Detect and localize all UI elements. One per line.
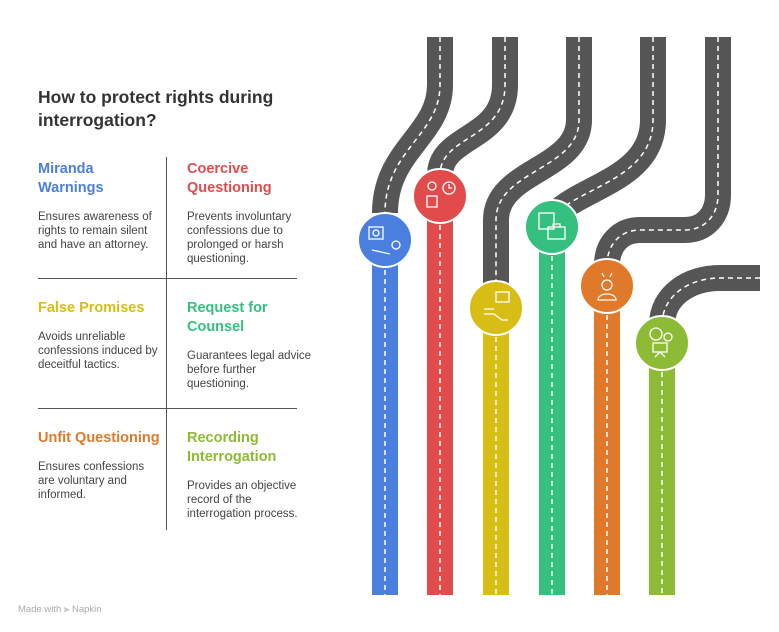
page-title: How to protect rights during interrogati…: [38, 87, 274, 130]
stressed-person-icon: [579, 258, 635, 314]
grid-divider: [38, 278, 297, 279]
item-title: False Promises: [38, 300, 145, 316]
item-false-promises: False Promises Avoids unreliable confessi…: [38, 299, 163, 372]
item-title: Miranda Warnings: [38, 161, 104, 196]
brand-label: Napkin: [71, 604, 102, 615]
made-with-label: Made with: [18, 604, 62, 615]
footer-credit: Made with ⪢ Napkin: [18, 604, 102, 615]
item-coercive-questioning: Coercive Questioning Prevents involuntary…: [187, 160, 312, 266]
item-desc: Ensures awareness of rights to remain si…: [38, 211, 152, 251]
item-desc: Guarantees legal advice before further q…: [187, 350, 312, 390]
person-clock-icon: [412, 168, 468, 224]
item-desc: Avoids unreliable confessions induced by…: [38, 331, 158, 371]
item-miranda-warnings: Miranda Warnings Ensures awareness of rig…: [38, 160, 163, 252]
item-desc: Prevents involuntary confessions due to …: [187, 211, 292, 265]
item-title: Recording Interrogation: [187, 430, 277, 465]
item-desc: Ensures confessions are voluntary and in…: [38, 461, 145, 501]
sign-person-icon: [357, 212, 413, 268]
item-request-for-counsel: Request for Counsel Guarantees legal advi…: [187, 299, 312, 391]
item-unfit-questioning: Unfit Questioning Ensures confessions are…: [38, 429, 163, 502]
napkin-logo-icon: ⪢: [63, 604, 70, 615]
road-unfit: [594, 37, 731, 595]
item-title: Request for Counsel: [187, 300, 268, 335]
road-miranda: [372, 37, 453, 595]
road-false-promises: [483, 37, 592, 595]
item-desc: Provides an objective record of the inte…: [187, 480, 298, 520]
item-title: Unfit Questioning: [38, 430, 160, 446]
road-coercive: [427, 37, 518, 595]
item-recording-interrogation: Recording Interrogation Provides an objec…: [187, 429, 312, 521]
handshake-speech-icon: [468, 280, 524, 336]
road-counsel: [539, 37, 666, 595]
grid-divider: [38, 408, 297, 409]
item-title: Coercive Questioning: [187, 161, 272, 196]
grid-divider-vertical: [166, 157, 167, 530]
